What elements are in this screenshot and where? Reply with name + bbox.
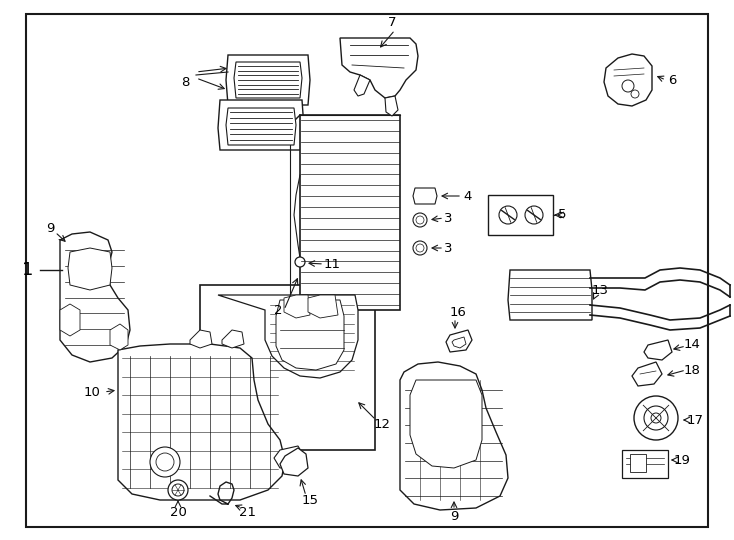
Circle shape — [525, 206, 543, 224]
Polygon shape — [218, 100, 304, 150]
Text: 4: 4 — [464, 190, 472, 202]
Circle shape — [150, 447, 180, 477]
Circle shape — [156, 453, 174, 471]
Circle shape — [622, 80, 634, 92]
Polygon shape — [274, 446, 304, 468]
Polygon shape — [508, 270, 592, 320]
Polygon shape — [218, 295, 358, 378]
Polygon shape — [276, 300, 344, 370]
Polygon shape — [413, 188, 437, 204]
Polygon shape — [118, 344, 285, 500]
Text: 7: 7 — [388, 16, 396, 29]
Bar — [300, 115, 400, 310]
Polygon shape — [60, 304, 80, 336]
Circle shape — [295, 257, 305, 267]
Text: 20: 20 — [170, 505, 186, 518]
Circle shape — [413, 213, 427, 227]
Text: 16: 16 — [449, 306, 466, 319]
Text: 10: 10 — [84, 386, 101, 399]
Polygon shape — [110, 324, 128, 350]
Circle shape — [416, 244, 424, 252]
Polygon shape — [385, 96, 398, 116]
Polygon shape — [60, 232, 130, 362]
Text: 3: 3 — [444, 241, 452, 254]
Text: 13: 13 — [592, 284, 608, 296]
Text: 18: 18 — [683, 363, 700, 376]
Polygon shape — [222, 330, 244, 348]
Polygon shape — [226, 108, 296, 145]
Text: 19: 19 — [674, 454, 691, 467]
Circle shape — [499, 206, 517, 224]
Circle shape — [631, 90, 639, 98]
Polygon shape — [604, 54, 652, 106]
Polygon shape — [632, 362, 662, 386]
Circle shape — [168, 480, 188, 500]
Polygon shape — [68, 248, 112, 290]
Text: 3: 3 — [444, 212, 452, 225]
Polygon shape — [280, 448, 308, 476]
Circle shape — [634, 396, 678, 440]
Polygon shape — [354, 75, 370, 96]
Polygon shape — [234, 62, 302, 98]
Polygon shape — [644, 340, 672, 360]
Text: 9: 9 — [46, 221, 54, 234]
Bar — [630, 454, 646, 472]
Polygon shape — [400, 362, 508, 510]
Text: 6: 6 — [668, 73, 676, 86]
Circle shape — [416, 216, 424, 224]
Text: 12: 12 — [374, 417, 390, 430]
Circle shape — [172, 484, 184, 496]
Polygon shape — [446, 330, 472, 352]
Bar — [200, 285, 375, 450]
Polygon shape — [190, 330, 212, 348]
Text: 8: 8 — [181, 76, 189, 89]
Polygon shape — [410, 380, 482, 468]
Circle shape — [651, 413, 661, 423]
Bar — [622, 450, 668, 478]
Text: 5: 5 — [558, 208, 566, 221]
Polygon shape — [284, 295, 310, 318]
Text: 1: 1 — [22, 261, 34, 279]
Circle shape — [413, 241, 427, 255]
Polygon shape — [308, 295, 338, 318]
Text: 11: 11 — [324, 258, 341, 271]
Polygon shape — [452, 337, 466, 348]
Polygon shape — [340, 38, 418, 98]
Text: 21: 21 — [239, 505, 256, 518]
Polygon shape — [226, 55, 310, 105]
Text: 17: 17 — [686, 414, 703, 427]
Text: 15: 15 — [302, 494, 319, 507]
Text: 2: 2 — [274, 303, 283, 316]
Bar — [488, 195, 553, 235]
Circle shape — [644, 406, 668, 430]
Text: 9: 9 — [450, 510, 458, 523]
Text: 14: 14 — [683, 339, 700, 352]
